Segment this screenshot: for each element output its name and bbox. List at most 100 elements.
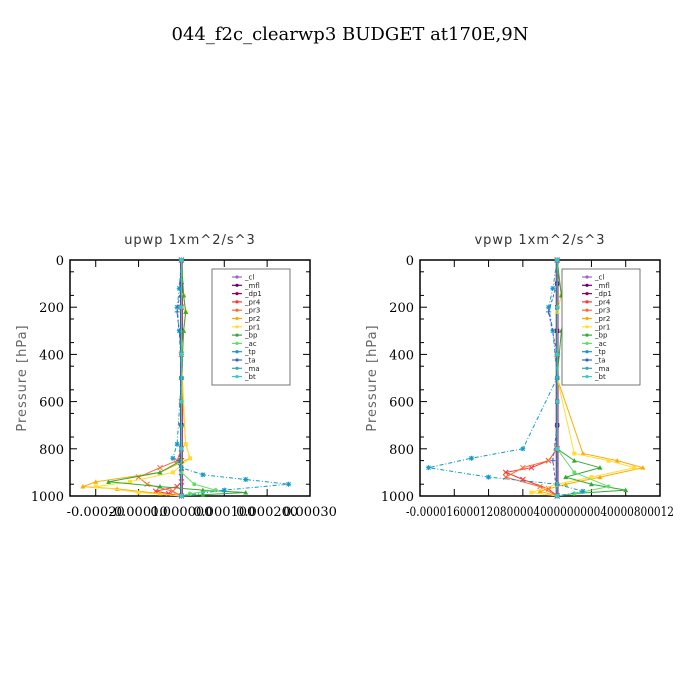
legend-marker xyxy=(235,358,239,362)
legend-vpwp: _cl_mfl_dp1_pr4_pr3_pr2_pr1_bp_ac_tp_ta_… xyxy=(561,268,641,386)
x-ticks-upwp: -0.00020-0.000100.0000000.0001000.000200… xyxy=(67,260,337,520)
y-tick-label: 800 xyxy=(389,443,414,458)
plot-frame-vpwp xyxy=(419,259,661,497)
legend-label: _tp xyxy=(244,348,256,356)
legend-marker xyxy=(585,333,589,337)
data-point-tp xyxy=(546,304,552,310)
y-tick-label: 400 xyxy=(39,348,64,363)
legend-label: _pr3 xyxy=(594,307,610,315)
data-point-pr2 xyxy=(597,474,603,480)
data-point-pr2 xyxy=(80,484,86,489)
legend-label: _cl xyxy=(594,274,604,282)
y-tick-label: 800 xyxy=(39,443,64,458)
data-point-tp xyxy=(174,441,180,447)
data-point-ac xyxy=(606,484,611,489)
data-point-tp xyxy=(426,465,432,471)
data-point-tp xyxy=(176,285,182,291)
data-point-pr2 xyxy=(580,451,586,456)
data-point-tp xyxy=(486,474,492,480)
data-point-tp xyxy=(243,476,249,482)
data-point-tp xyxy=(468,455,474,461)
legend-marker xyxy=(235,300,239,304)
data-point-pr2 xyxy=(640,465,646,470)
y-tick-label: 400 xyxy=(389,348,414,363)
data-point-pr4 xyxy=(502,469,509,476)
x-tick-label-row: -0.0000160001208000040000000004000080001… xyxy=(406,505,674,520)
y-tick-label: 0 xyxy=(406,254,414,269)
legend-marker xyxy=(585,325,589,329)
y-ticks-upwp: 0 200 400 600 800 1000 xyxy=(31,254,310,505)
data-point-pr3 xyxy=(157,464,163,471)
x-tick-label: -0.00010 xyxy=(109,505,167,520)
data-point-pr1 xyxy=(136,490,141,495)
x-tick-label: 0.00030 xyxy=(283,505,337,520)
series-line-pr2 xyxy=(82,259,191,497)
legend-marker xyxy=(235,308,239,312)
data-point-tp xyxy=(200,472,206,478)
data-point-pr3 xyxy=(537,483,543,490)
data-point-ta xyxy=(546,309,552,315)
legend-label: _pr2 xyxy=(244,315,260,323)
data-point-bt xyxy=(179,352,184,357)
data-point-pr3 xyxy=(545,457,552,464)
data-point-bp xyxy=(563,474,569,480)
data-point-bt xyxy=(555,399,560,404)
panel-title-upwp: upwp 1xm^2/s^3 xyxy=(124,233,256,248)
legend-label: _ta xyxy=(594,357,606,365)
legend-marker xyxy=(235,316,239,321)
data-point-pr1 xyxy=(128,479,132,484)
legend-label: _pr1 xyxy=(594,323,610,331)
data-point-pr3 xyxy=(520,464,526,471)
legend-box xyxy=(561,268,641,386)
legend-marker xyxy=(585,308,589,312)
data-point-ta xyxy=(550,458,556,464)
data-point-bt xyxy=(179,258,184,262)
data-point-ac xyxy=(213,488,218,493)
legend-marker xyxy=(585,292,589,296)
series-group-vpwp xyxy=(426,257,646,499)
series-line-bp xyxy=(108,259,246,497)
y-tick-label: 200 xyxy=(389,301,414,316)
data-point-pr2 xyxy=(563,481,569,487)
data-point-bt xyxy=(555,494,560,498)
legend-marker xyxy=(585,283,589,287)
data-point-bt xyxy=(555,258,560,262)
data-point-bt xyxy=(179,446,184,451)
data-point-tp xyxy=(580,488,586,494)
data-point-bp xyxy=(571,458,577,463)
legend-marker xyxy=(235,366,239,370)
data-point-tp xyxy=(286,481,292,487)
legend-label: _bp xyxy=(594,332,608,340)
figure-title: 044_f2c_clearwp3 BUDGET at170E,9N xyxy=(172,24,529,45)
legend-label: _dp1 xyxy=(244,290,262,298)
data-point-bp xyxy=(181,328,187,333)
legend-upwp: _cl_mfl_dp1_pr4_pr3_pr2_pr1_bp_ac_tp_ta_… xyxy=(211,268,291,386)
x-tick-label: 0.000000 xyxy=(150,505,212,520)
legend-marker xyxy=(235,375,239,379)
data-point-pr1 xyxy=(529,490,534,495)
series-line-pr3 xyxy=(504,260,558,497)
data-point-bp xyxy=(588,481,594,487)
data-point-pr2 xyxy=(93,479,99,484)
panel-upwp: upwp 1xm^2/s^3 Pressure [hPa] 0 200 400 600… xyxy=(15,233,337,520)
y-ticks-vpwp: 0 200 400 600 800 1000 xyxy=(381,254,660,505)
legend-label: _cl xyxy=(244,274,254,282)
legend-label: _tp xyxy=(594,348,606,356)
legend-label: _pr2 xyxy=(594,315,610,323)
data-point-pr1 xyxy=(606,458,611,463)
data-point-pr2 xyxy=(614,458,620,463)
series-line-pr3 xyxy=(137,260,182,497)
legend-label: _bt xyxy=(244,373,256,381)
data-point-bt xyxy=(179,305,184,310)
data-point-tp xyxy=(520,446,526,452)
data-point-pr1 xyxy=(188,456,192,461)
legend-marker xyxy=(585,316,589,321)
legend-label: _bp xyxy=(244,332,258,340)
data-point-bt xyxy=(555,305,560,310)
data-point-bp xyxy=(243,489,249,495)
y-tick-label: 0 xyxy=(56,254,64,269)
data-point-ac xyxy=(572,470,577,475)
legend-marker xyxy=(585,366,589,370)
data-point-pr1 xyxy=(93,484,98,489)
